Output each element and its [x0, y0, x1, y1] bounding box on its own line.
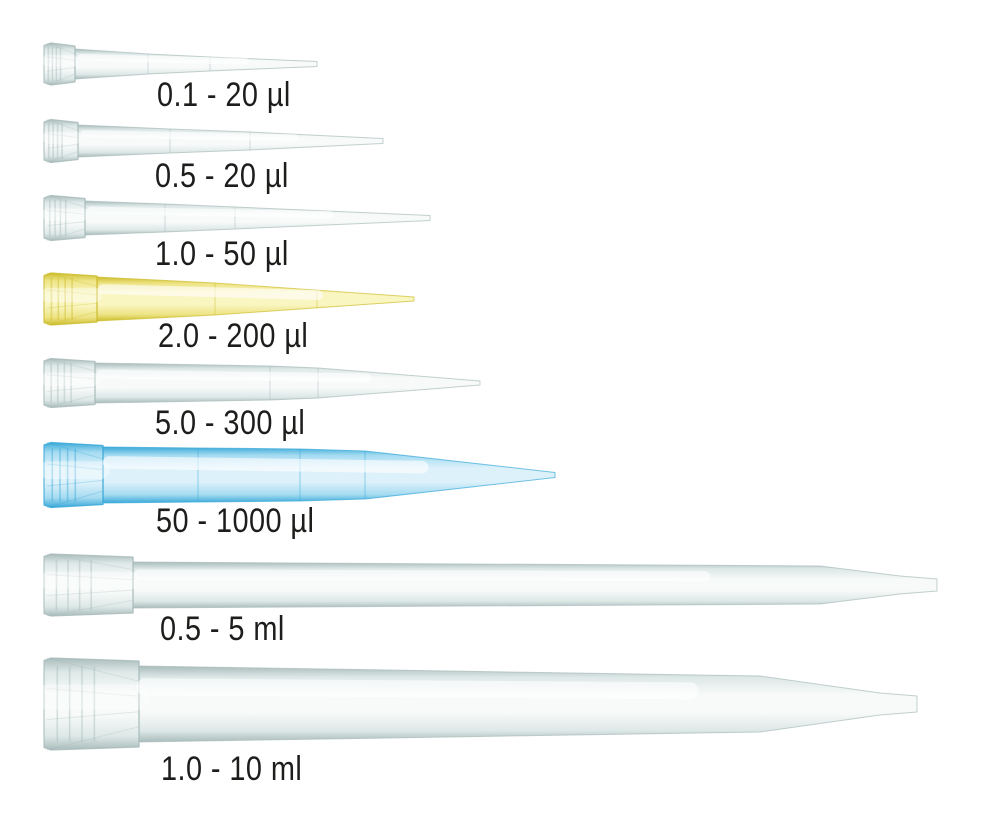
tip-volume-label: 2.0 - 200 µl	[158, 317, 309, 355]
pipette-tip	[35, 657, 918, 751]
tip-volume-label: 0.5 - 5 ml	[160, 610, 285, 648]
pipette-tip	[41, 194, 431, 242]
tip-volume-label: 0.1 - 20 µl	[157, 76, 291, 114]
pipette-tip	[41, 357, 481, 409]
tip-volume-label: 5.0 - 300 µl	[155, 404, 306, 442]
pipette-tip	[42, 118, 384, 164]
tip-volume-label: 50 - 1000 µl	[156, 502, 315, 540]
tip-volume-label: 1.0 - 50 µl	[155, 235, 289, 273]
pipette-tip	[42, 42, 318, 86]
pipette-tip	[39, 441, 556, 509]
tip-volume-label: 0.5 - 20 µl	[155, 157, 289, 195]
tip-volume-label: 1.0 - 10 ml	[161, 750, 303, 788]
pipette-tip	[39, 553, 938, 617]
pipette-tip	[40, 272, 415, 326]
